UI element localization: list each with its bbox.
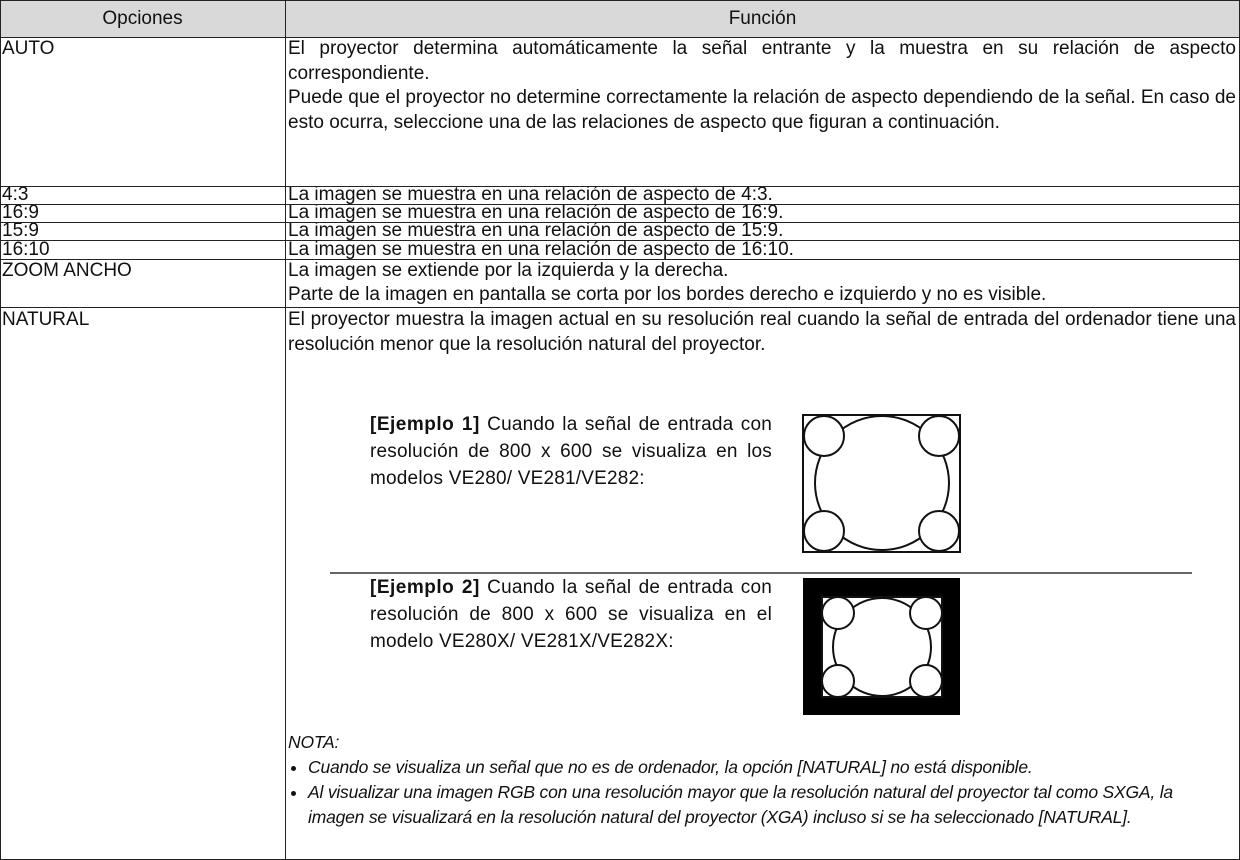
row-border [0,259,1240,260]
paragraph: La imagen se muestra en una relación de … [288,202,784,223]
paragraph: La imagen se extiende por la izquierda y… [288,260,729,281]
col-border [0,0,1,860]
row-border [0,37,1240,38]
function-cell: La imagen se muestra en una relación de … [288,240,1236,259]
header-cell: Opciones [102,8,183,29]
function-cell: La imagen se muestra en una relación de … [288,184,1236,205]
note-title: NOTA: [288,732,340,752]
option-cell: 15:9 [2,220,39,241]
row-border [0,240,1240,241]
col-border [1238,0,1240,860]
function-cell: El proyector muestra la imagen actual en… [288,307,1236,357]
col-border [285,0,286,860]
paragraph: La imagen se muestra en una relación de … [288,184,773,205]
row-border [0,0,1240,1]
row-border [0,307,1240,308]
option-cell: ZOOM ANCHO [2,260,132,281]
example-2-diagram [803,578,960,715]
example-1-diagram [802,414,961,553]
header-cell: Función [728,8,797,29]
function-cell: La imagen se extiende por la izquierda y… [288,259,1236,307]
header-bg [0,0,1240,37]
paragraph: La imagen se muestra en una relación de … [288,239,794,260]
paragraph: El proyector determina automáticamente l… [288,38,1236,84]
row-border [0,186,1240,187]
example-text: Cuando la señal de entrada con resolució… [370,414,772,489]
example-text: Cuando la señal de entrada con resolució… [370,577,772,652]
paragraph: Puede que el proyector no determine corr… [288,87,1236,133]
note: NOTA: Cuando se visualiza un señal que no… [288,730,1233,830]
example-label: [Ejemplo 2] [370,577,480,598]
example: [Ejemplo 2] Cuando la señal de entrada c… [370,574,772,655]
function-cell: La imagen se muestra en una relación de … [288,202,1236,223]
function-cell: El proyector determina automáticamente l… [288,37,1236,135]
option-cell: AUTO [2,38,55,59]
option-cell: 16:9 [2,202,39,223]
option-cell: 16:10 [2,239,50,260]
paragraph: Parte de la imagen en pantalla se corta … [288,284,1047,305]
row-border [0,204,1240,205]
note-list: Cuando se visualiza un señal que no es d… [288,755,1233,830]
option-cell: 4:3 [2,184,29,205]
function-cell: La imagen se muestra en una relación de … [288,220,1236,241]
note-item: Al visualizar una imagen RGB con una res… [308,780,1233,830]
option-cell: NATURAL [2,309,90,330]
paragraph: El proyector muestra la imagen actual en… [288,309,1236,355]
example-label: [Ejemplo 1] [370,414,480,435]
paragraph: La imagen se muestra en una relación de … [288,220,784,241]
note-item: Cuando se visualiza un señal que no es d… [308,755,1233,780]
example: [Ejemplo 1] Cuando la señal de entrada c… [370,411,772,492]
row-border [0,222,1240,223]
